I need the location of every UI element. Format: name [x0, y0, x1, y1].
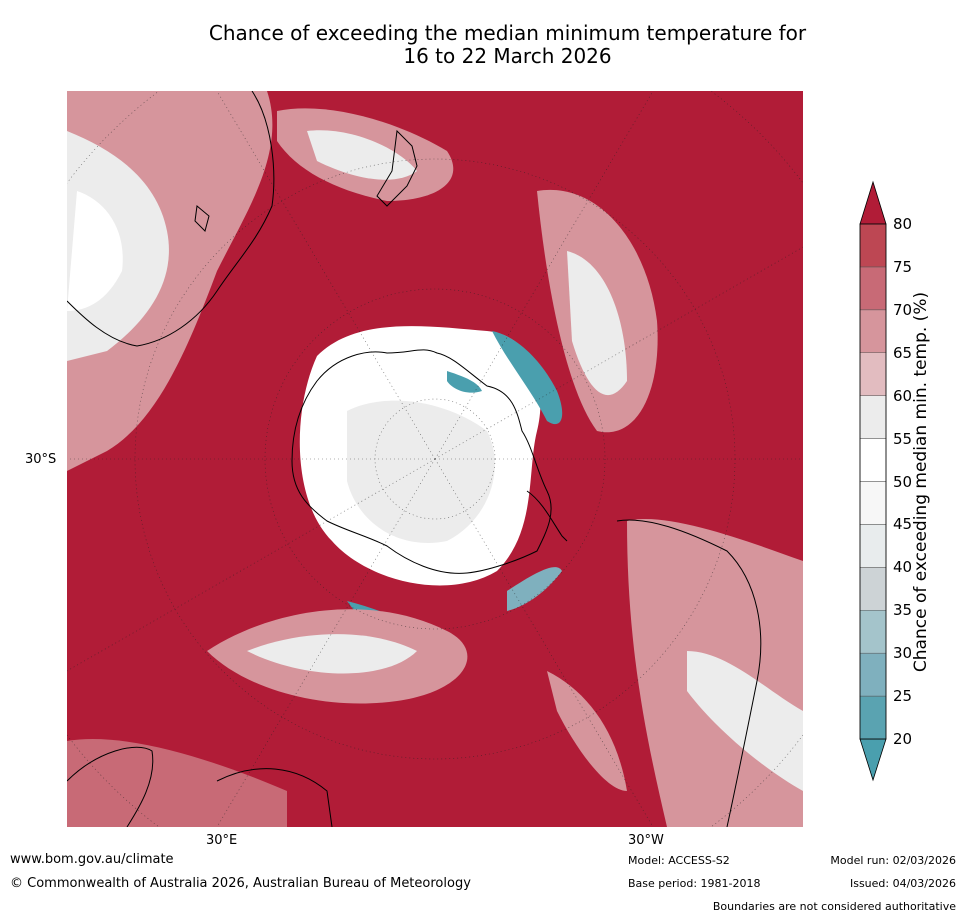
colorbar-segment	[859, 524, 887, 568]
colorbar-tick-label: 45	[893, 515, 913, 534]
australia-coast	[67, 746, 154, 827]
model-name: Model: ACCESS-S2	[628, 854, 730, 867]
colorbar-under-arrow	[859, 738, 887, 782]
australia-coast-2	[216, 768, 333, 827]
colorbar-tick-label: 30	[893, 644, 913, 663]
boundary-disclaimer: Boundaries are not considered authoritat…	[712, 900, 956, 913]
probability-map	[67, 91, 803, 827]
colorbar-segment	[859, 695, 887, 740]
colorbar-segment	[859, 223, 887, 268]
colorbar-segment	[859, 438, 887, 482]
colorbar-segment	[859, 352, 887, 396]
new-zealand	[376, 129, 418, 207]
colorbar-segment	[859, 567, 887, 611]
title-line-1: Chance of exceeding the median minimum t…	[208, 21, 807, 45]
base-period: Base period: 1981-2018	[628, 877, 761, 890]
coastlines	[67, 91, 762, 827]
latitude-label: 30°S	[25, 452, 57, 467]
africa-coast	[67, 91, 275, 347]
madagascar	[194, 205, 210, 232]
colorbar-segment	[859, 652, 887, 697]
colorbar-tick-label: 35	[893, 601, 913, 620]
colorbar-tick-label: 60	[893, 386, 913, 405]
colorbar-label: Chance of exceeding median min. temp. (%…	[911, 291, 931, 673]
south-america-coast	[616, 519, 762, 827]
antarctic-peninsula	[526, 490, 568, 542]
colorbar-segment	[859, 610, 887, 654]
colorbar-segment	[859, 266, 887, 311]
longitude-label-east: 30°E	[206, 833, 238, 848]
copyright-notice: © Commonwealth of Australia 2026, Austra…	[10, 876, 471, 891]
colorbar-tick-label: 50	[893, 472, 913, 491]
colorbar-tick-label: 40	[893, 558, 913, 577]
model-run-date: Model run: 02/03/2026	[830, 854, 956, 867]
colorbar	[859, 180, 887, 782]
colorbar-tick-label: 70	[893, 300, 913, 319]
colorbar-tick-label: 25	[893, 687, 913, 706]
probability-field	[67, 91, 803, 827]
graticule	[67, 91, 803, 827]
colorbar-tick-label: 75	[893, 257, 913, 276]
title-line-2: 16 to 22 March 2026	[403, 44, 612, 68]
longitude-label-west: 30°W	[628, 833, 664, 848]
colorbar-segment	[859, 309, 887, 353]
antarctica-coast	[291, 349, 552, 574]
colorbar-over-arrow	[859, 180, 887, 225]
website-link[interactable]: www.bom.gov.au/climate	[10, 852, 174, 867]
issued-date: Issued: 04/03/2026	[849, 877, 956, 890]
colorbar-tick-label: 20	[893, 730, 913, 748]
colorbar-segment	[859, 395, 887, 439]
colorbar-tick-label: 65	[893, 343, 913, 362]
colorbar-tick-label: 80	[893, 215, 913, 233]
colorbar-tick-label: 55	[893, 429, 913, 448]
colorbar-segment	[859, 481, 887, 525]
map-title: Chance of exceeding the median minimum t…	[140, 22, 875, 68]
